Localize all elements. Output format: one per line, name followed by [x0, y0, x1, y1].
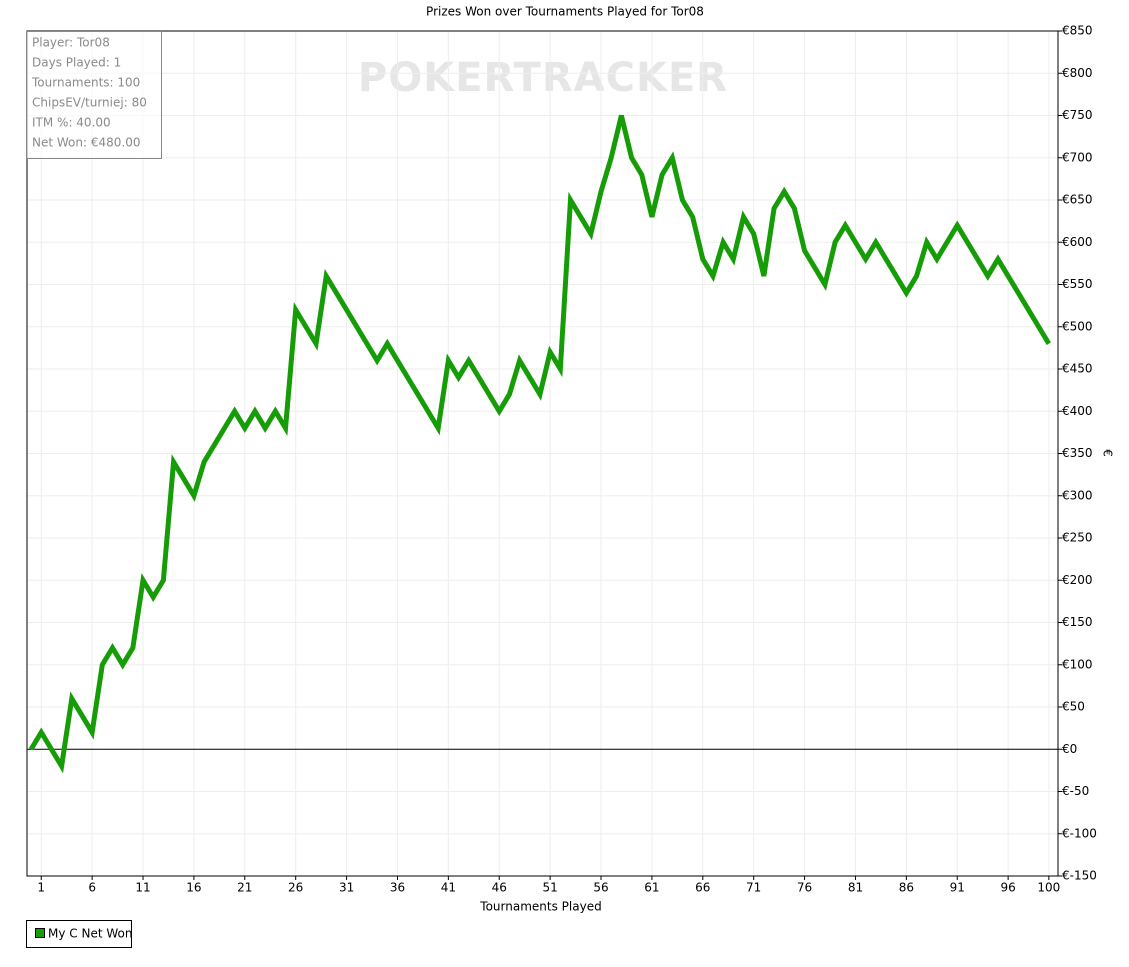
y-tick-label: €350 — [1062, 446, 1093, 460]
y-tick-label: €700 — [1062, 150, 1093, 164]
stats-text: Tournaments: 100 — [31, 76, 140, 90]
x-tick-label: 21 — [237, 881, 252, 895]
x-tick-label: 76 — [797, 881, 812, 895]
chart-title: Prizes Won over Tournaments Played for T… — [426, 5, 704, 19]
x-tick-label: 56 — [593, 881, 608, 895]
x-tick-label: 16 — [186, 881, 201, 895]
stats-text: ChipsEV/turniej: 80 — [32, 96, 147, 110]
y-tick-label: €800 — [1062, 66, 1093, 80]
x-tick-label: 81 — [848, 881, 863, 895]
x-tick-label: 61 — [644, 881, 659, 895]
x-tick-label: 91 — [950, 881, 965, 895]
x-tick-label: 96 — [1000, 881, 1015, 895]
y-tick-label: €-150 — [1062, 869, 1097, 883]
y-tick-label: €250 — [1062, 531, 1093, 545]
x-axis-label: Tournaments Played — [479, 900, 601, 914]
y-tick-label: €600 — [1062, 235, 1093, 249]
y-tick-label: €300 — [1062, 488, 1093, 502]
y-tick-label: €100 — [1062, 657, 1093, 671]
legend-swatch — [35, 928, 45, 938]
y-tick-label: €50 — [1062, 700, 1085, 714]
y-tick-label: €450 — [1062, 362, 1093, 376]
y-tick-label: €-50 — [1062, 784, 1089, 798]
y-tick-label: €650 — [1062, 193, 1093, 207]
y-tick-label: €850 — [1062, 24, 1093, 38]
data-line — [28, 114, 1051, 774]
y-tick-label: €200 — [1062, 573, 1093, 587]
y-tick-label: €750 — [1062, 108, 1093, 122]
x-tick-label: 31 — [339, 881, 354, 895]
x-tick-label: 26 — [288, 881, 303, 895]
y-tick-label: €-100 — [1062, 826, 1097, 840]
x-tick-label: 66 — [695, 881, 710, 895]
y-axis-label: € — [1101, 449, 1115, 457]
stats-text: Days Played: 1 — [32, 56, 121, 70]
x-tick-label: 51 — [542, 881, 557, 895]
stats-text: ITM %: 40.00 — [32, 116, 111, 130]
y-tick-label: €400 — [1062, 404, 1093, 418]
legend-label: My C Net Won — [48, 927, 132, 941]
stats-text: Net Won: €480.00 — [32, 136, 140, 150]
x-tick-label: 86 — [899, 881, 914, 895]
y-tick-label: €500 — [1062, 319, 1093, 333]
stats-text: Player: Tor08 — [32, 36, 110, 50]
x-tick-label: 41 — [441, 881, 456, 895]
y-tick-label: €550 — [1062, 277, 1093, 291]
x-tick-label: 6 — [88, 881, 96, 895]
x-tick-label: 71 — [746, 881, 761, 895]
y-tick-label: €0 — [1062, 742, 1077, 756]
x-tick-label: 36 — [390, 881, 405, 895]
y-tick-label: €150 — [1062, 615, 1093, 629]
stats-box — [26, 31, 162, 159]
plot-frame — [26, 30, 1059, 877]
x-tick-label: 11 — [135, 881, 150, 895]
x-tick-label: 1 — [37, 881, 45, 895]
x-tick-label: 46 — [492, 881, 507, 895]
watermark: POKERTRACKER — [358, 55, 728, 101]
x-tick-label: 100 — [1037, 881, 1060, 895]
